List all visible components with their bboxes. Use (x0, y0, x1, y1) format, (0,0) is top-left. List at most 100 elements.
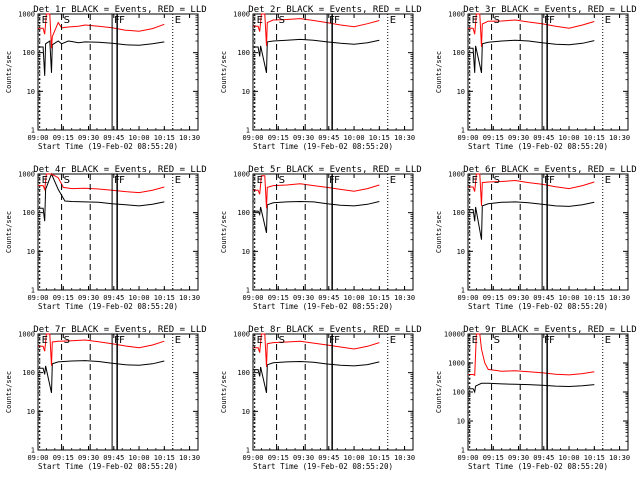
lld-line (253, 333, 380, 368)
events-line (253, 200, 380, 234)
marker-label: E (175, 15, 181, 26)
y-tick-label: 1 (461, 447, 465, 455)
events-line (38, 172, 165, 222)
y-axis-label: Counts/sec (435, 211, 443, 253)
x-tick-label: 09:45 (533, 134, 554, 142)
marker-label: F (334, 335, 340, 346)
y-tick-label: 1 (246, 447, 250, 455)
x-tick-label: 10:15 (154, 294, 175, 302)
marker-label: S (494, 175, 500, 186)
y-tick-label: 100 (22, 369, 35, 377)
y-tick-label: 1 (461, 287, 465, 295)
marker-label: E (175, 335, 181, 346)
x-tick-label: 09:30 (78, 134, 99, 142)
x-tick-label: 10:00 (559, 294, 580, 302)
marker-label: S (64, 175, 70, 186)
lld-line (253, 13, 380, 46)
x-tick-label: 09:30 (293, 454, 314, 462)
y-tick-label: 1000 (233, 11, 250, 19)
x-tick-label: 10:15 (584, 134, 605, 142)
x-tick-label: 09:45 (103, 294, 124, 302)
x-axis-label: Start Time (19-Feb-02 08:55:20) (468, 302, 608, 311)
x-tick-label: 09:45 (318, 134, 339, 142)
x-axis-label: Start Time (19-Feb-02 08:55:20) (468, 462, 608, 471)
y-tick-label: 1000 (18, 11, 35, 19)
y-axis-label: Counts/sec (5, 51, 13, 93)
y-tick-label: 10 (27, 88, 35, 96)
y-axis-label: Counts/sec (435, 371, 443, 413)
marker-label: E (472, 175, 478, 186)
x-tick-label: 10:00 (559, 454, 580, 462)
x-tick-label: 09:00 (457, 454, 478, 462)
x-tick-label: 10:00 (344, 134, 365, 142)
y-tick-label: 1000 (18, 331, 35, 339)
marker-label: F (334, 175, 340, 186)
detector-panel-8: Det 8r BLACK = Events, RED = LLD 1 10 100 10… (220, 325, 422, 471)
y-tick-label: 10 (242, 248, 250, 256)
marker-label: S (279, 15, 285, 26)
y-tick-label: 10 (242, 408, 250, 416)
marker-label: S (279, 175, 285, 186)
marker-label: E (257, 175, 263, 186)
events-line (468, 201, 595, 240)
x-axis-label: Start Time (19-Feb-02 08:55:20) (253, 302, 393, 311)
plot-frame (252, 333, 414, 451)
plot-frame (37, 13, 199, 131)
y-tick-label: 1 (461, 127, 465, 135)
marker-label: E (472, 335, 478, 346)
y-tick-label: 1000 (448, 11, 465, 19)
y-tick-label: 10 (457, 88, 465, 96)
x-tick-label: 09:15 (483, 294, 504, 302)
x-tick-label: 09:30 (508, 294, 529, 302)
plot-frame (37, 173, 199, 291)
y-tick-label: 100 (237, 209, 250, 217)
y-tick-label: 1000 (448, 360, 465, 368)
marker-label: S (64, 335, 70, 346)
marker-label: E (605, 175, 611, 186)
y-tick-label: 1 (246, 287, 250, 295)
x-tick-label: 10:15 (369, 454, 390, 462)
events-line (38, 40, 165, 76)
marker-label: S (494, 335, 500, 346)
plot-frame (252, 13, 414, 131)
events-line (38, 360, 165, 394)
x-tick-label: 10:30 (394, 134, 415, 142)
plot-frame (252, 173, 414, 291)
x-axis-label: Start Time (19-Feb-02 08:55:20) (253, 142, 393, 151)
x-tick-label: 09:30 (78, 294, 99, 302)
x-tick-label: 09:00 (242, 294, 263, 302)
detector-panel-2: Det 2r BLACK = Events, RED = LLD 1 10 100 10… (220, 5, 422, 151)
y-axis-label: Counts/sec (220, 371, 228, 413)
marker-label: E (390, 175, 396, 186)
marker-label: F (334, 15, 340, 26)
y-tick-label: 10 (27, 408, 35, 416)
panel-title: Det 1r BLACK = Events, RED = LLD (33, 5, 206, 15)
x-tick-label: 10:30 (179, 294, 200, 302)
y-tick-label: 10 (457, 248, 465, 256)
y-axis-label: Counts/sec (5, 211, 13, 253)
panel-title: Det 8r BLACK = Events, RED = LLD (248, 325, 421, 335)
plot-frame (467, 13, 629, 131)
marker-label: E (390, 335, 396, 346)
panel-title: Det 7r BLACK = Events, RED = LLD (33, 325, 206, 335)
lld-line (38, 13, 165, 49)
x-tick-label: 10:15 (584, 454, 605, 462)
x-tick-label: 10:00 (129, 454, 150, 462)
y-tick-label: 1 (31, 447, 35, 455)
plot-frame (467, 333, 629, 451)
x-tick-label: 09:15 (268, 454, 289, 462)
marker-label: E (42, 335, 48, 346)
x-tick-label: 09:30 (293, 294, 314, 302)
marker-label: F (549, 335, 555, 346)
x-tick-label: 10:15 (369, 294, 390, 302)
x-tick-label: 09:45 (533, 454, 554, 462)
x-tick-label: 10:30 (394, 294, 415, 302)
y-tick-label: 100 (452, 389, 465, 397)
marker-label: E (42, 175, 48, 186)
x-tick-label: 09:15 (268, 134, 289, 142)
x-tick-label: 10:15 (154, 134, 175, 142)
lld-line (468, 333, 595, 376)
y-tick-label: 100 (22, 49, 35, 57)
y-tick-label: 1000 (448, 171, 465, 179)
